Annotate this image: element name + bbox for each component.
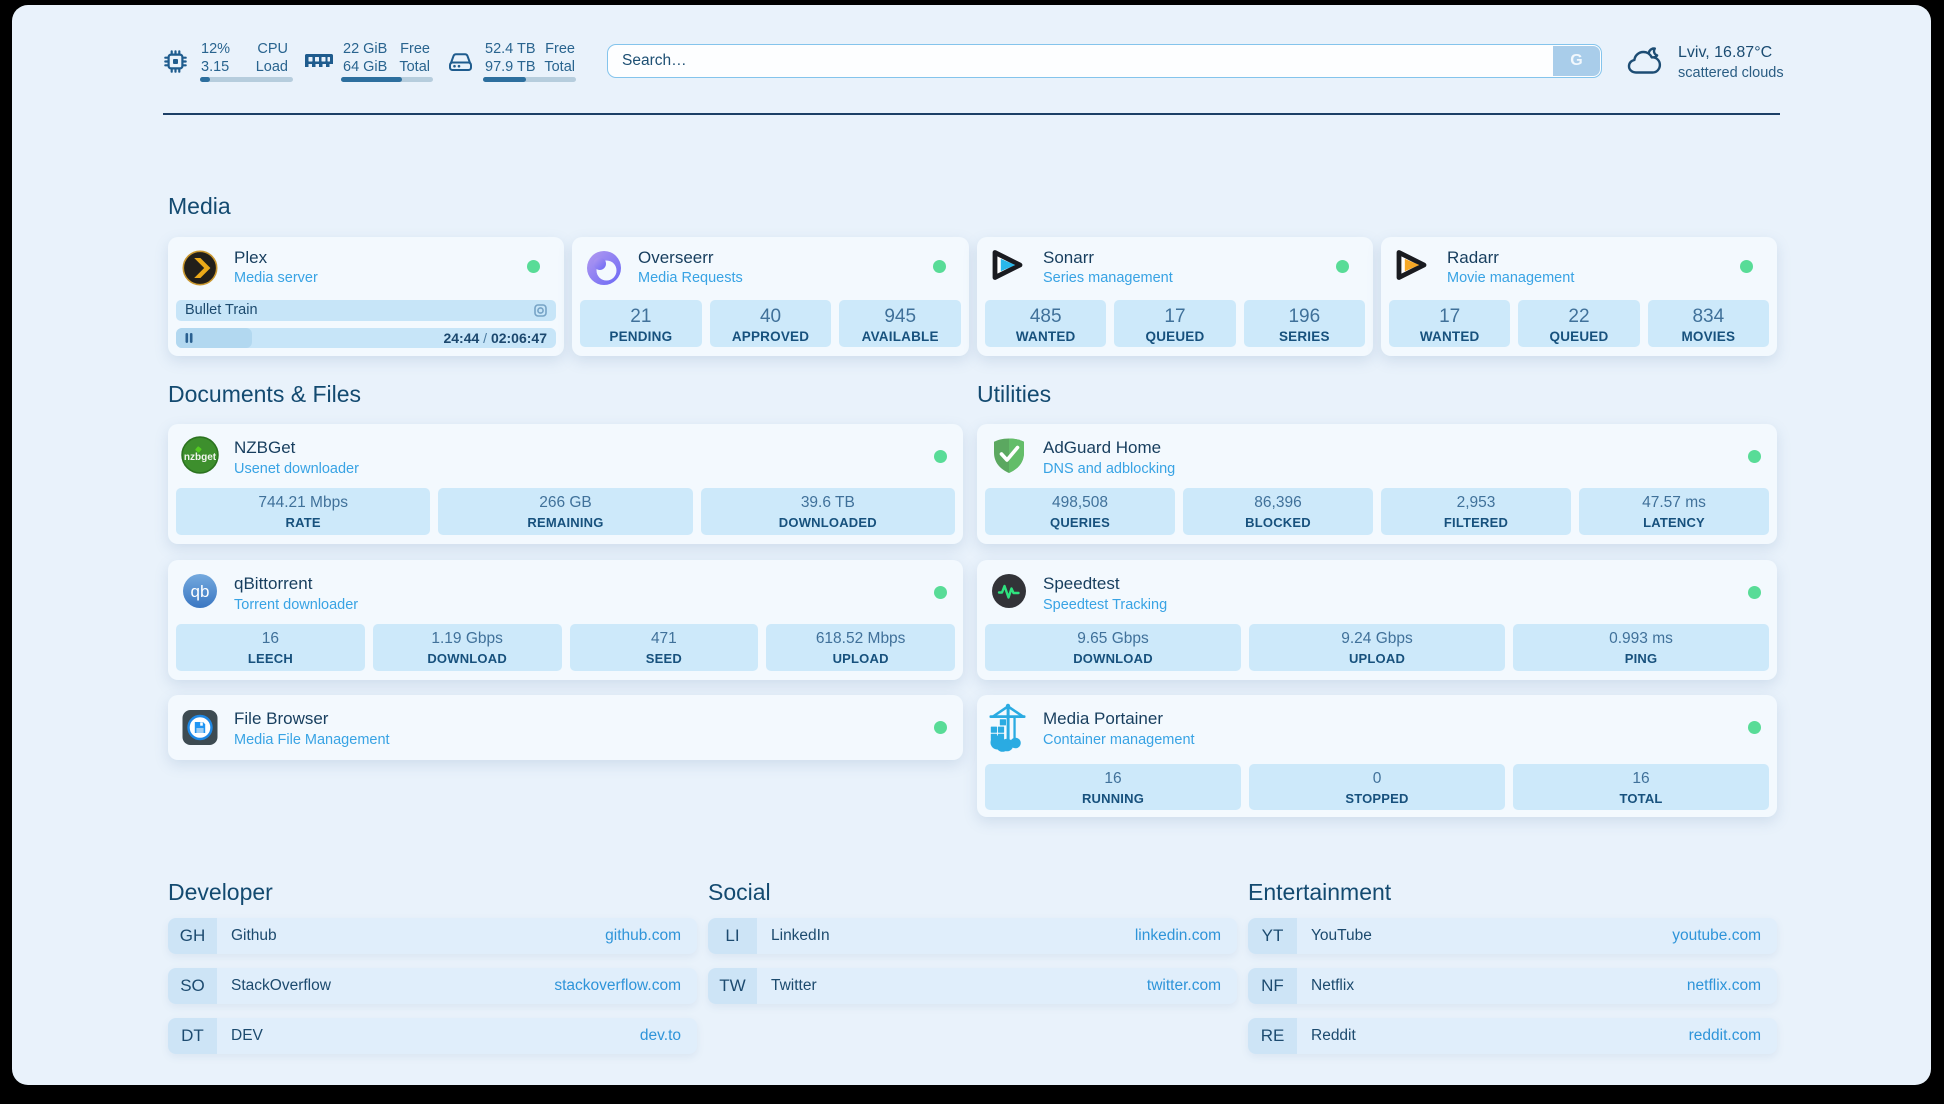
svg-text:nzbget: nzbget — [184, 452, 217, 463]
svg-text:qb: qb — [191, 582, 210, 601]
